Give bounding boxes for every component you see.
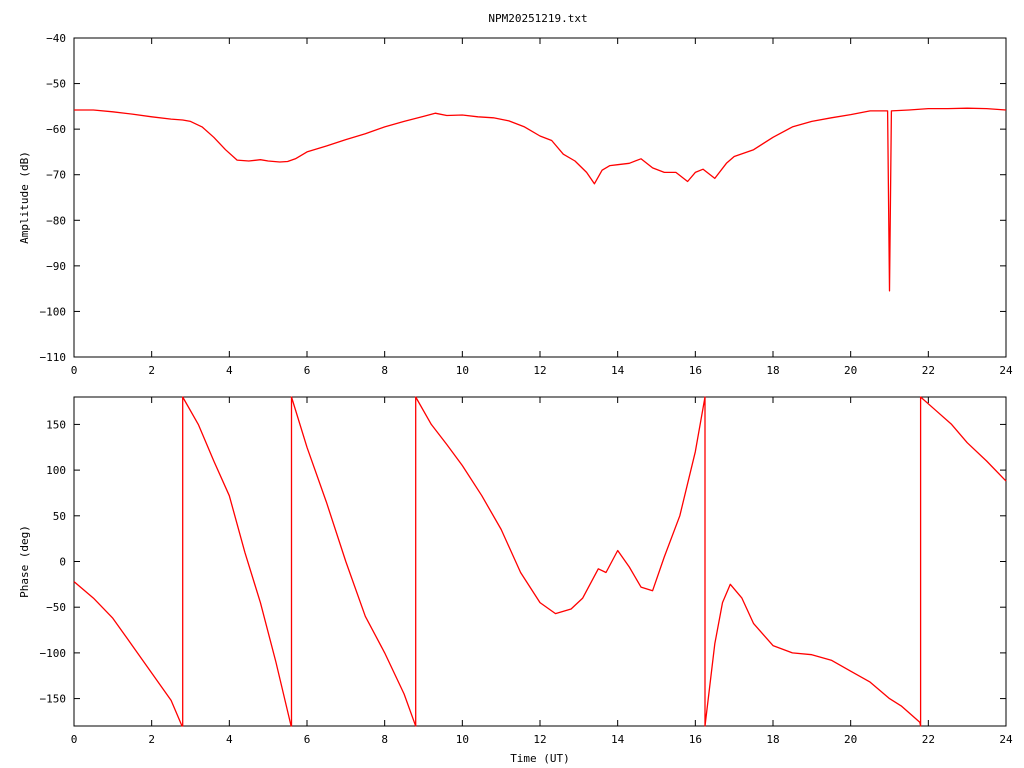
amplitude-y-tick-label: −110 — [40, 351, 67, 364]
phase-x-tick-label: 20 — [844, 733, 857, 746]
amplitude-x-tick-label: 10 — [456, 364, 469, 377]
phase-x-tick-label: 8 — [381, 733, 388, 746]
amplitude-x-tick-label: 2 — [148, 364, 155, 377]
phase-x-tick-label: 22 — [922, 733, 935, 746]
phase-x-tick-label: 12 — [533, 733, 546, 746]
phase-y-tick-label: −100 — [40, 647, 67, 660]
amplitude-x-tick-label: 24 — [999, 364, 1013, 377]
phase-y-tick-label: 0 — [59, 556, 66, 569]
amplitude-x-tick-label: 22 — [922, 364, 935, 377]
phase-panel: Phase (deg) Time (UT) 0 2 4 6 8 10 12 14 16 18 20 2… — [18, 396, 1013, 765]
amplitude-y-tick-label: −100 — [40, 305, 67, 318]
amplitude-x-tick-label: 8 — [381, 364, 388, 377]
amplitude-x-tick-label: 4 — [226, 364, 233, 377]
phase-x-tick-label: 4 — [226, 733, 233, 746]
amplitude-y-tick-label: −50 — [46, 78, 66, 91]
phase-x-tick-label: 2 — [148, 733, 155, 746]
amplitude-x-tick-label: 16 — [689, 364, 702, 377]
phase-x-tick-label: 16 — [689, 733, 702, 746]
phase-y-tick-label: 150 — [46, 418, 66, 431]
amplitude-x-tick-label: 12 — [533, 364, 546, 377]
phase-y-tick-label: 100 — [46, 464, 66, 477]
phase-y-tick-label: 50 — [53, 510, 66, 523]
phase-y-tick-label: −50 — [46, 601, 66, 614]
amplitude-series-line — [74, 107, 1007, 292]
phase-x-tick-label: 14 — [611, 733, 625, 746]
amplitude-x-tick-label: 20 — [844, 364, 857, 377]
amplitude-y-tick-label: −60 — [46, 123, 66, 136]
phase-series-line — [73, 396, 1007, 727]
phase-x-tick-label: 6 — [304, 733, 311, 746]
phase-x-tick-label: 24 — [999, 733, 1013, 746]
phase-x-tick-label: 18 — [766, 733, 779, 746]
amplitude-y-axis-label: Amplitude (dB) — [18, 151, 31, 244]
phase-x-axis-label: Time (UT) — [510, 752, 570, 765]
chart-title: NPM20251219.txt — [488, 12, 587, 25]
amplitude-x-tick-label: 18 — [766, 364, 779, 377]
amplitude-y-tick-label: −90 — [46, 260, 66, 273]
amplitude-x-tick-label: 0 — [71, 364, 78, 377]
amplitude-y-tick-label: −70 — [46, 169, 66, 182]
amplitude-panel: Amplitude (dB) 0 2 4 6 8 10 12 14 16 18 20 22 24−110… — [18, 32, 1013, 377]
phase-x-tick-label: 10 — [456, 733, 469, 746]
phase-y-axis-label: Phase (deg) — [18, 525, 31, 598]
phase-y-tick-label: −150 — [40, 693, 67, 706]
amplitude-y-tick-label: −80 — [46, 214, 66, 227]
amplitude-x-tick-label: 6 — [304, 364, 311, 377]
phase-x-tick-label: 0 — [71, 733, 78, 746]
amplitude-x-tick-label: 14 — [611, 364, 625, 377]
amplitude-y-tick-label: −40 — [46, 32, 66, 45]
